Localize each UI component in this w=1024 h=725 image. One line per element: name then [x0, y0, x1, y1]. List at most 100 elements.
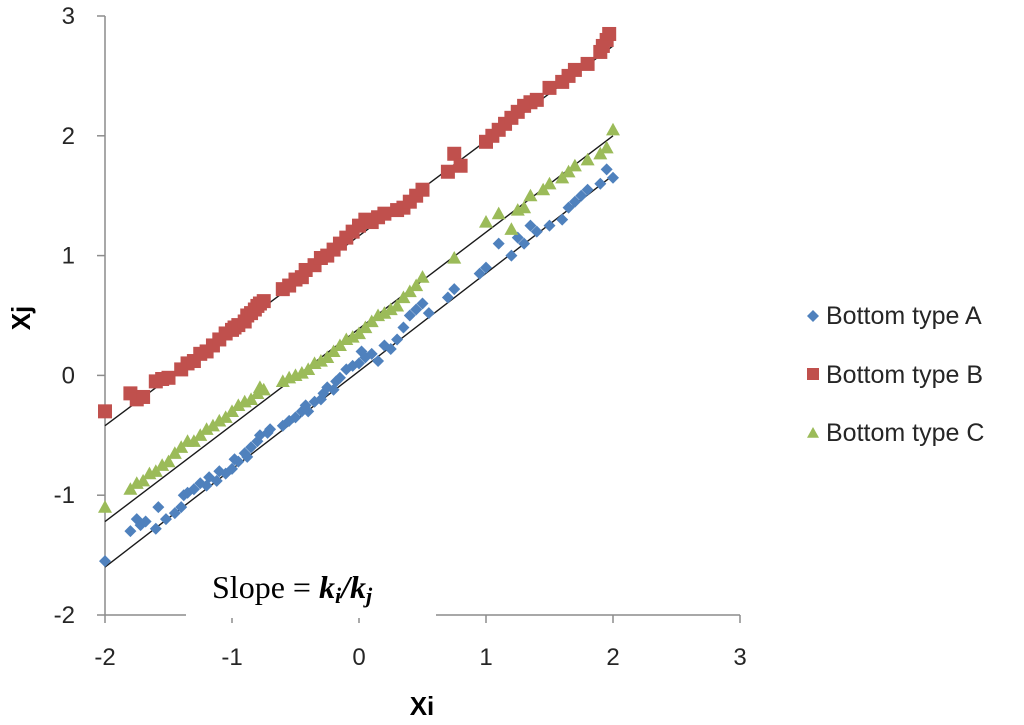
square-point [377, 206, 392, 221]
legend-item-a: Bottom type A [807, 302, 982, 330]
triangle-point [294, 366, 309, 379]
square-point [567, 62, 582, 77]
triangle-point [98, 500, 112, 513]
triangle-point [161, 454, 176, 468]
triangle-point [479, 215, 493, 228]
series-square [98, 26, 617, 419]
y-tick-label: 0 [62, 362, 75, 389]
y-tick-label: 3 [62, 3, 75, 30]
diamond-point [175, 501, 188, 514]
diamond-point [289, 411, 302, 424]
triangle-point [136, 473, 151, 487]
triangle-point [155, 458, 170, 471]
diamond-point [530, 225, 543, 238]
diamond-point [391, 333, 404, 346]
diamond-point [333, 371, 346, 384]
series-diamond [99, 163, 619, 568]
triangle-point [383, 302, 398, 316]
legend-label-a: Bottom type A [826, 302, 982, 330]
y-tick-label: 2 [62, 123, 75, 150]
square-point [529, 92, 544, 107]
diamond-point [594, 177, 607, 190]
triangle-point [491, 206, 506, 220]
triangle-point [231, 398, 246, 411]
diamond-point [607, 171, 619, 184]
triangle-point [517, 200, 532, 214]
triangle-point [415, 270, 430, 283]
x-tick-label: 1 [479, 644, 492, 671]
diamond-point [241, 450, 254, 463]
diamond-point [543, 219, 556, 232]
square-point [256, 294, 271, 309]
diamond-point [152, 501, 165, 514]
diamond-point [416, 297, 429, 310]
triangle-point [377, 306, 392, 319]
x-tick-label: -2 [94, 644, 115, 671]
diamond-point [568, 195, 581, 208]
square-point [542, 80, 557, 95]
diamond-point [384, 343, 397, 356]
plot-area: -2 -1 0 1 2 3 -2 -1 0 1 2 3 [54, 3, 747, 671]
diamond-point [403, 309, 416, 322]
square-point [136, 389, 151, 404]
triangle-point [205, 418, 220, 432]
diamond-point [492, 237, 505, 250]
diamond-point [441, 291, 454, 304]
y-tick-label: -1 [54, 482, 75, 509]
diamond-point [232, 455, 245, 468]
square-point [602, 26, 617, 41]
triangle-point [599, 140, 614, 154]
series-triangle [98, 122, 620, 513]
trendline [104, 174, 614, 568]
square-point [453, 158, 468, 173]
square-point [98, 404, 112, 419]
diamond-point [353, 357, 365, 370]
legend-item-c: Bottom type C [807, 419, 984, 447]
triangle-point [199, 422, 214, 435]
y-tick-label: -2 [54, 602, 75, 629]
square-point [415, 182, 430, 197]
x-tick-label: 2 [606, 644, 619, 671]
legend-label-c: Bottom type C [826, 419, 984, 447]
diamond-point [264, 423, 277, 436]
triangle-point [313, 354, 328, 367]
diamond-point [226, 462, 238, 475]
legend-label-b: Bottom type B [826, 361, 983, 389]
legend-item-b: Bottom type B [807, 361, 983, 389]
square-point [440, 164, 455, 179]
diamond-point [187, 483, 200, 496]
slope-numerator-var: k [319, 569, 335, 605]
slope-annotation: Slope = ki/kj [212, 569, 373, 608]
x-axis-title: Xi [410, 691, 435, 721]
legend-square-icon [807, 368, 819, 380]
x-tick-label: 0 [352, 644, 365, 671]
diamond-point [422, 307, 435, 320]
slope-separator: / [339, 569, 353, 605]
triangle-point [504, 222, 519, 235]
legend-marker-square [807, 368, 819, 380]
diamond-point [581, 183, 594, 196]
slope-denominator-sub: j [363, 583, 373, 608]
diamond-point [245, 441, 258, 454]
slope-prefix: Slope = [212, 569, 319, 605]
diamond-point [168, 507, 181, 520]
triangle-point [606, 122, 620, 136]
axis-tick-labels: -2 -1 0 1 2 3 -2 -1 0 1 2 3 [54, 3, 747, 671]
triangle-point [523, 188, 538, 202]
legend-diamond-icon [807, 310, 819, 322]
diamond-point [365, 347, 378, 360]
triangle-point [567, 158, 582, 172]
x-tick-label: 3 [733, 644, 746, 671]
diamond-point [480, 261, 492, 274]
diamond-point [575, 189, 588, 202]
data-markers [98, 26, 620, 568]
diamond-point [149, 522, 162, 535]
diamond-point [524, 219, 537, 232]
diamond-point [556, 213, 569, 226]
square-point [447, 146, 462, 161]
diamond-point [302, 405, 315, 418]
triangle-point [542, 176, 557, 190]
legend-marker-diamond [807, 310, 819, 322]
diamond-point [505, 249, 518, 262]
